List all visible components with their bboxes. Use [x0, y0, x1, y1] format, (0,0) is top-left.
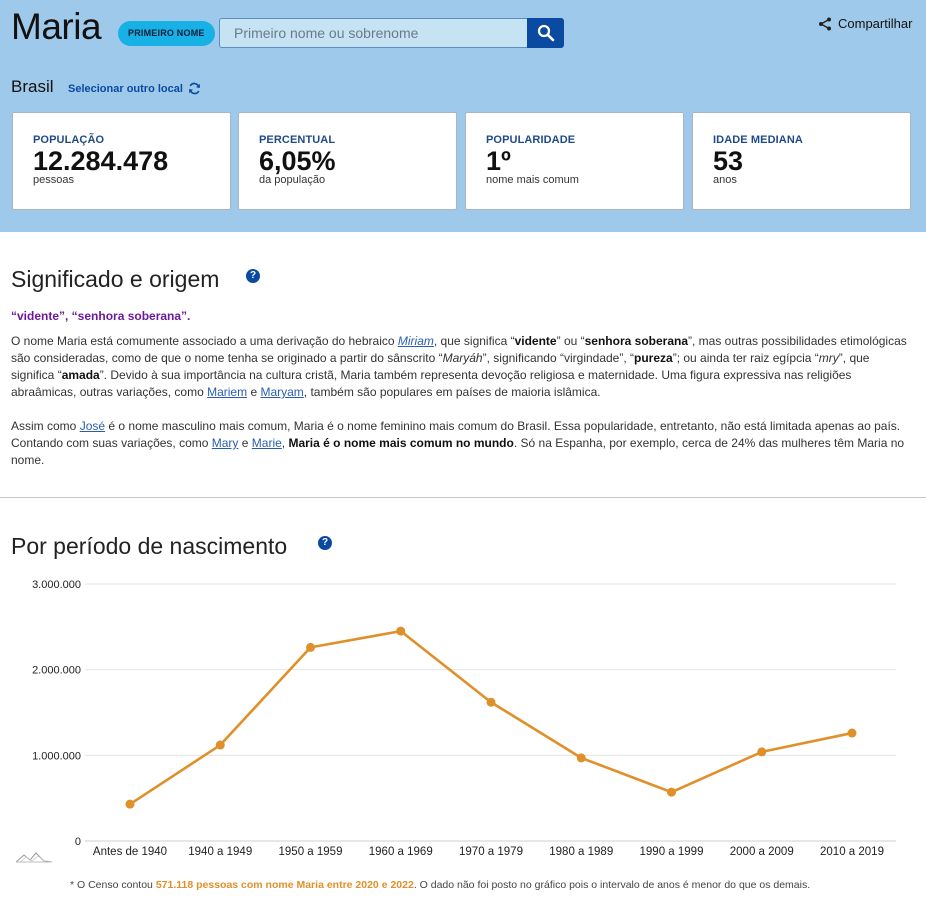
name-type-badge: PRIMEIRO NOME [118, 21, 215, 46]
stat-value: 53 [713, 146, 744, 176]
section-divider [0, 497, 926, 498]
birth-period-help-icon[interactable]: ? [318, 536, 332, 550]
chart-logo-icon [15, 852, 53, 863]
refresh-icon [189, 82, 200, 95]
country-label: Brasil [11, 77, 54, 96]
data-point[interactable] [667, 787, 676, 797]
data-point[interactable] [576, 753, 586, 763]
meaning-paragraph-1: O nome Maria está comumente associado a … [11, 334, 907, 399]
search-input[interactable] [219, 18, 527, 48]
y-tick-label: 2.000.000 [32, 665, 81, 677]
link-marie[interactable]: Marie [251, 436, 282, 450]
stat-sub: pessoas [33, 174, 74, 186]
series-line [129, 629, 853, 806]
data-point[interactable] [215, 740, 225, 750]
stat-label: POPULARIDADE [486, 134, 576, 146]
stat-label: IDADE MEDIANA [713, 134, 803, 146]
data-point[interactable] [306, 642, 315, 652]
data-point[interactable] [396, 626, 406, 636]
x-tick-label: 2000 a 2009 [730, 846, 794, 858]
chart-footnote: * O Censo contou 571.118 pessoas com nom… [70, 879, 811, 891]
birth-period-title: Por período de nascimento [11, 533, 288, 559]
birth-period-chart: 0 1.000.000 2.000.000 3.000.000 Antes de 194… [15, 579, 896, 863]
stat-sub: nome mais comum [486, 174, 579, 186]
link-mary[interactable]: Mary [211, 436, 239, 450]
x-tick-label: 1980 a 1989 [549, 846, 613, 858]
y-tick-label: 1.000.000 [32, 750, 81, 762]
footnote-highlight: 571.118 pessoas com nome Maria entre 202… [155, 879, 414, 891]
x-tick-label: Antes de 1940 [93, 846, 167, 858]
stat-card-median-age: IDADE MEDIANA 53 anos [692, 112, 911, 210]
data-point[interactable] [486, 697, 496, 707]
stat-card-percent: PERCENTUAL 6,05% da população [238, 112, 457, 210]
search-button[interactable] [527, 18, 564, 48]
meaning-quote: “vidente”, “senhora soberana”. [11, 309, 191, 323]
y-tick-label: 0 [75, 836, 81, 848]
stat-label: PERCENTUAL [259, 134, 336, 146]
stat-value: 1º [486, 146, 511, 176]
name-title: Maria [11, 6, 102, 47]
stat-card-popularity: POPULARIDADE 1º nome mais comum [465, 112, 684, 210]
share-button[interactable]: Compartilhar [818, 16, 912, 31]
data-point[interactable] [757, 747, 767, 757]
data-point[interactable] [125, 799, 135, 809]
change-location-link[interactable]: Selecionar outro local [68, 82, 201, 95]
x-tick-label: 2010 a 2019 [820, 846, 884, 858]
x-tick-label: 1940 a 1949 [188, 846, 252, 858]
link-maryam[interactable]: Maryam [260, 385, 304, 399]
share-label: Compartilhar [838, 16, 913, 31]
stat-label: POPULAÇÃO [33, 134, 105, 146]
stat-card-population: POPULAÇÃO 12.284.478 pessoas [12, 112, 231, 210]
y-tick-label: 3.000.000 [32, 579, 81, 591]
stat-sub: anos [713, 174, 737, 186]
change-location-label: Selecionar outro local [68, 82, 183, 95]
link-mariem[interactable]: Mariem [207, 385, 248, 399]
meaning-help-icon[interactable]: ? [246, 269, 260, 283]
stat-sub: da população [259, 174, 326, 186]
share-icon [819, 17, 831, 30]
data-point[interactable] [847, 728, 857, 738]
header-panel: Maria PRIMEIRO NOME Compartilhar Brasil … [0, 0, 926, 232]
stat-value: 6,05% [259, 146, 336, 176]
x-tick-label: 1950 a 1959 [279, 846, 343, 858]
search-icon [537, 24, 554, 42]
x-tick-label: 1970 a 1979 [459, 846, 523, 858]
x-tick-label: 1990 a 1999 [640, 846, 704, 858]
link-jose[interactable]: José [79, 419, 106, 433]
stat-value: 12.284.478 [33, 146, 169, 176]
meaning-paragraph-2: Assim como José é o nome masculino mais … [11, 419, 905, 467]
meaning-title: Significado e origem [11, 266, 220, 292]
link-miriam[interactable]: Miriam [397, 334, 434, 348]
x-tick-label: 1960 a 1969 [369, 846, 433, 858]
